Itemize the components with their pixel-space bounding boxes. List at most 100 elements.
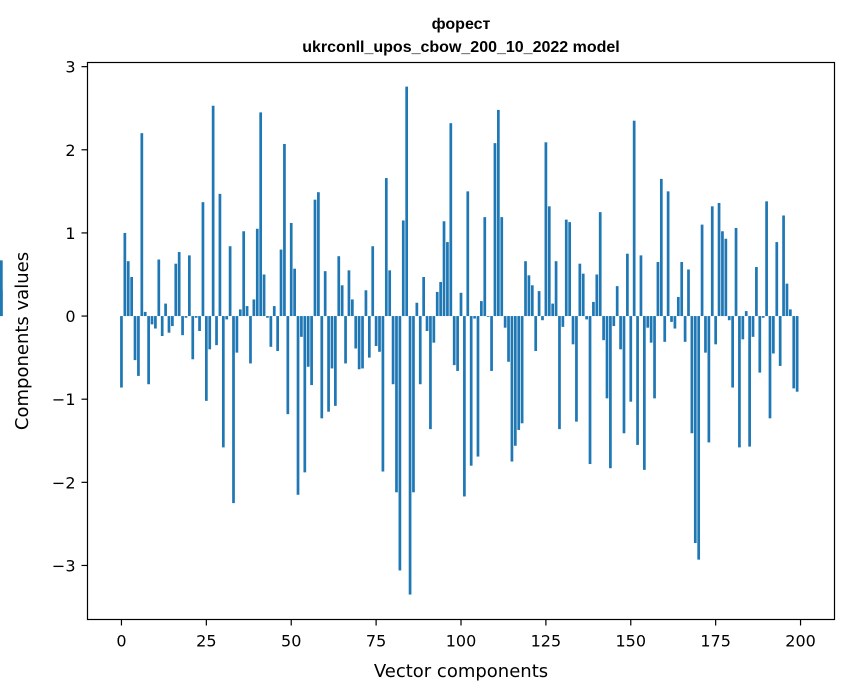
bar <box>619 316 622 350</box>
bar <box>493 143 497 317</box>
bar <box>704 316 707 353</box>
bar <box>626 253 629 317</box>
bar <box>171 316 174 327</box>
bar <box>707 316 711 443</box>
bar <box>238 309 242 317</box>
bar <box>432 316 436 343</box>
bar <box>262 274 266 317</box>
bar <box>371 246 375 317</box>
bar <box>126 261 130 317</box>
bar <box>541 316 544 321</box>
bar <box>337 256 341 317</box>
bar <box>765 201 768 317</box>
bar <box>252 299 256 317</box>
y-tick-label: 0 <box>65 307 75 326</box>
bar <box>354 316 358 349</box>
bar <box>612 316 616 327</box>
bar <box>177 252 181 317</box>
bar <box>283 143 286 317</box>
bar <box>133 316 137 361</box>
bar <box>198 316 201 332</box>
bar <box>381 316 385 472</box>
bar <box>303 316 307 473</box>
bar <box>391 316 395 385</box>
bar <box>642 316 646 470</box>
bar <box>496 109 500 317</box>
bar <box>792 316 796 389</box>
bar <box>592 301 595 317</box>
bar <box>768 316 772 419</box>
bar <box>649 316 653 343</box>
bar <box>561 316 565 327</box>
bar <box>513 316 517 446</box>
bar <box>181 316 184 336</box>
bar <box>503 316 507 328</box>
bar <box>140 133 144 317</box>
bar <box>697 316 701 560</box>
bar <box>524 261 527 317</box>
bar <box>558 316 561 430</box>
bar <box>147 316 150 385</box>
bar <box>442 221 446 317</box>
bar <box>137 316 140 376</box>
bar <box>785 283 789 317</box>
bar <box>320 316 324 419</box>
bar <box>534 316 538 351</box>
bar <box>330 316 334 369</box>
x-tick-label: 0 <box>116 632 126 651</box>
bar <box>289 222 293 317</box>
bar <box>167 316 171 333</box>
bar-series <box>0 86 799 595</box>
bar <box>225 316 229 320</box>
bar <box>150 316 154 325</box>
bar <box>334 316 337 406</box>
y-axis-label: Components values <box>12 252 33 430</box>
bar <box>344 316 347 364</box>
bar <box>568 222 572 317</box>
bar <box>571 316 575 345</box>
bar <box>622 316 626 434</box>
bar <box>469 316 473 466</box>
bar <box>659 178 663 317</box>
bar <box>761 316 765 318</box>
bar <box>286 316 290 415</box>
y-tick-label: −3 <box>52 556 76 575</box>
bar <box>748 316 751 447</box>
y-tick-label: −2 <box>52 473 76 492</box>
bar <box>629 316 633 402</box>
bar <box>741 316 745 340</box>
bar <box>130 276 133 317</box>
bar <box>157 259 161 317</box>
bar <box>405 86 409 317</box>
bar <box>731 316 734 388</box>
bar <box>425 316 429 332</box>
bar <box>564 219 568 317</box>
bar <box>143 311 147 317</box>
chart-subtitle: ukrconll_upos_cbow_200_10_2022 model <box>302 39 619 56</box>
bar <box>266 316 269 318</box>
bar <box>636 316 639 445</box>
bar <box>449 123 453 317</box>
bar <box>361 316 364 369</box>
bar <box>184 316 188 318</box>
bar <box>228 246 232 317</box>
bar <box>174 263 178 317</box>
bar <box>507 316 510 362</box>
bar <box>510 316 514 462</box>
bar <box>415 302 419 317</box>
bar <box>120 316 123 388</box>
bar <box>670 316 673 322</box>
bar <box>551 303 555 317</box>
y-tick-label: 2 <box>65 141 75 160</box>
bar <box>204 316 208 401</box>
bar <box>782 215 785 317</box>
bar <box>459 292 463 317</box>
bar <box>446 242 449 317</box>
bar <box>663 316 667 342</box>
bar <box>680 262 684 317</box>
bar <box>191 316 195 360</box>
y-tick-label: 1 <box>65 224 75 243</box>
bar <box>384 178 388 317</box>
bar <box>452 316 456 366</box>
bar <box>255 228 259 317</box>
